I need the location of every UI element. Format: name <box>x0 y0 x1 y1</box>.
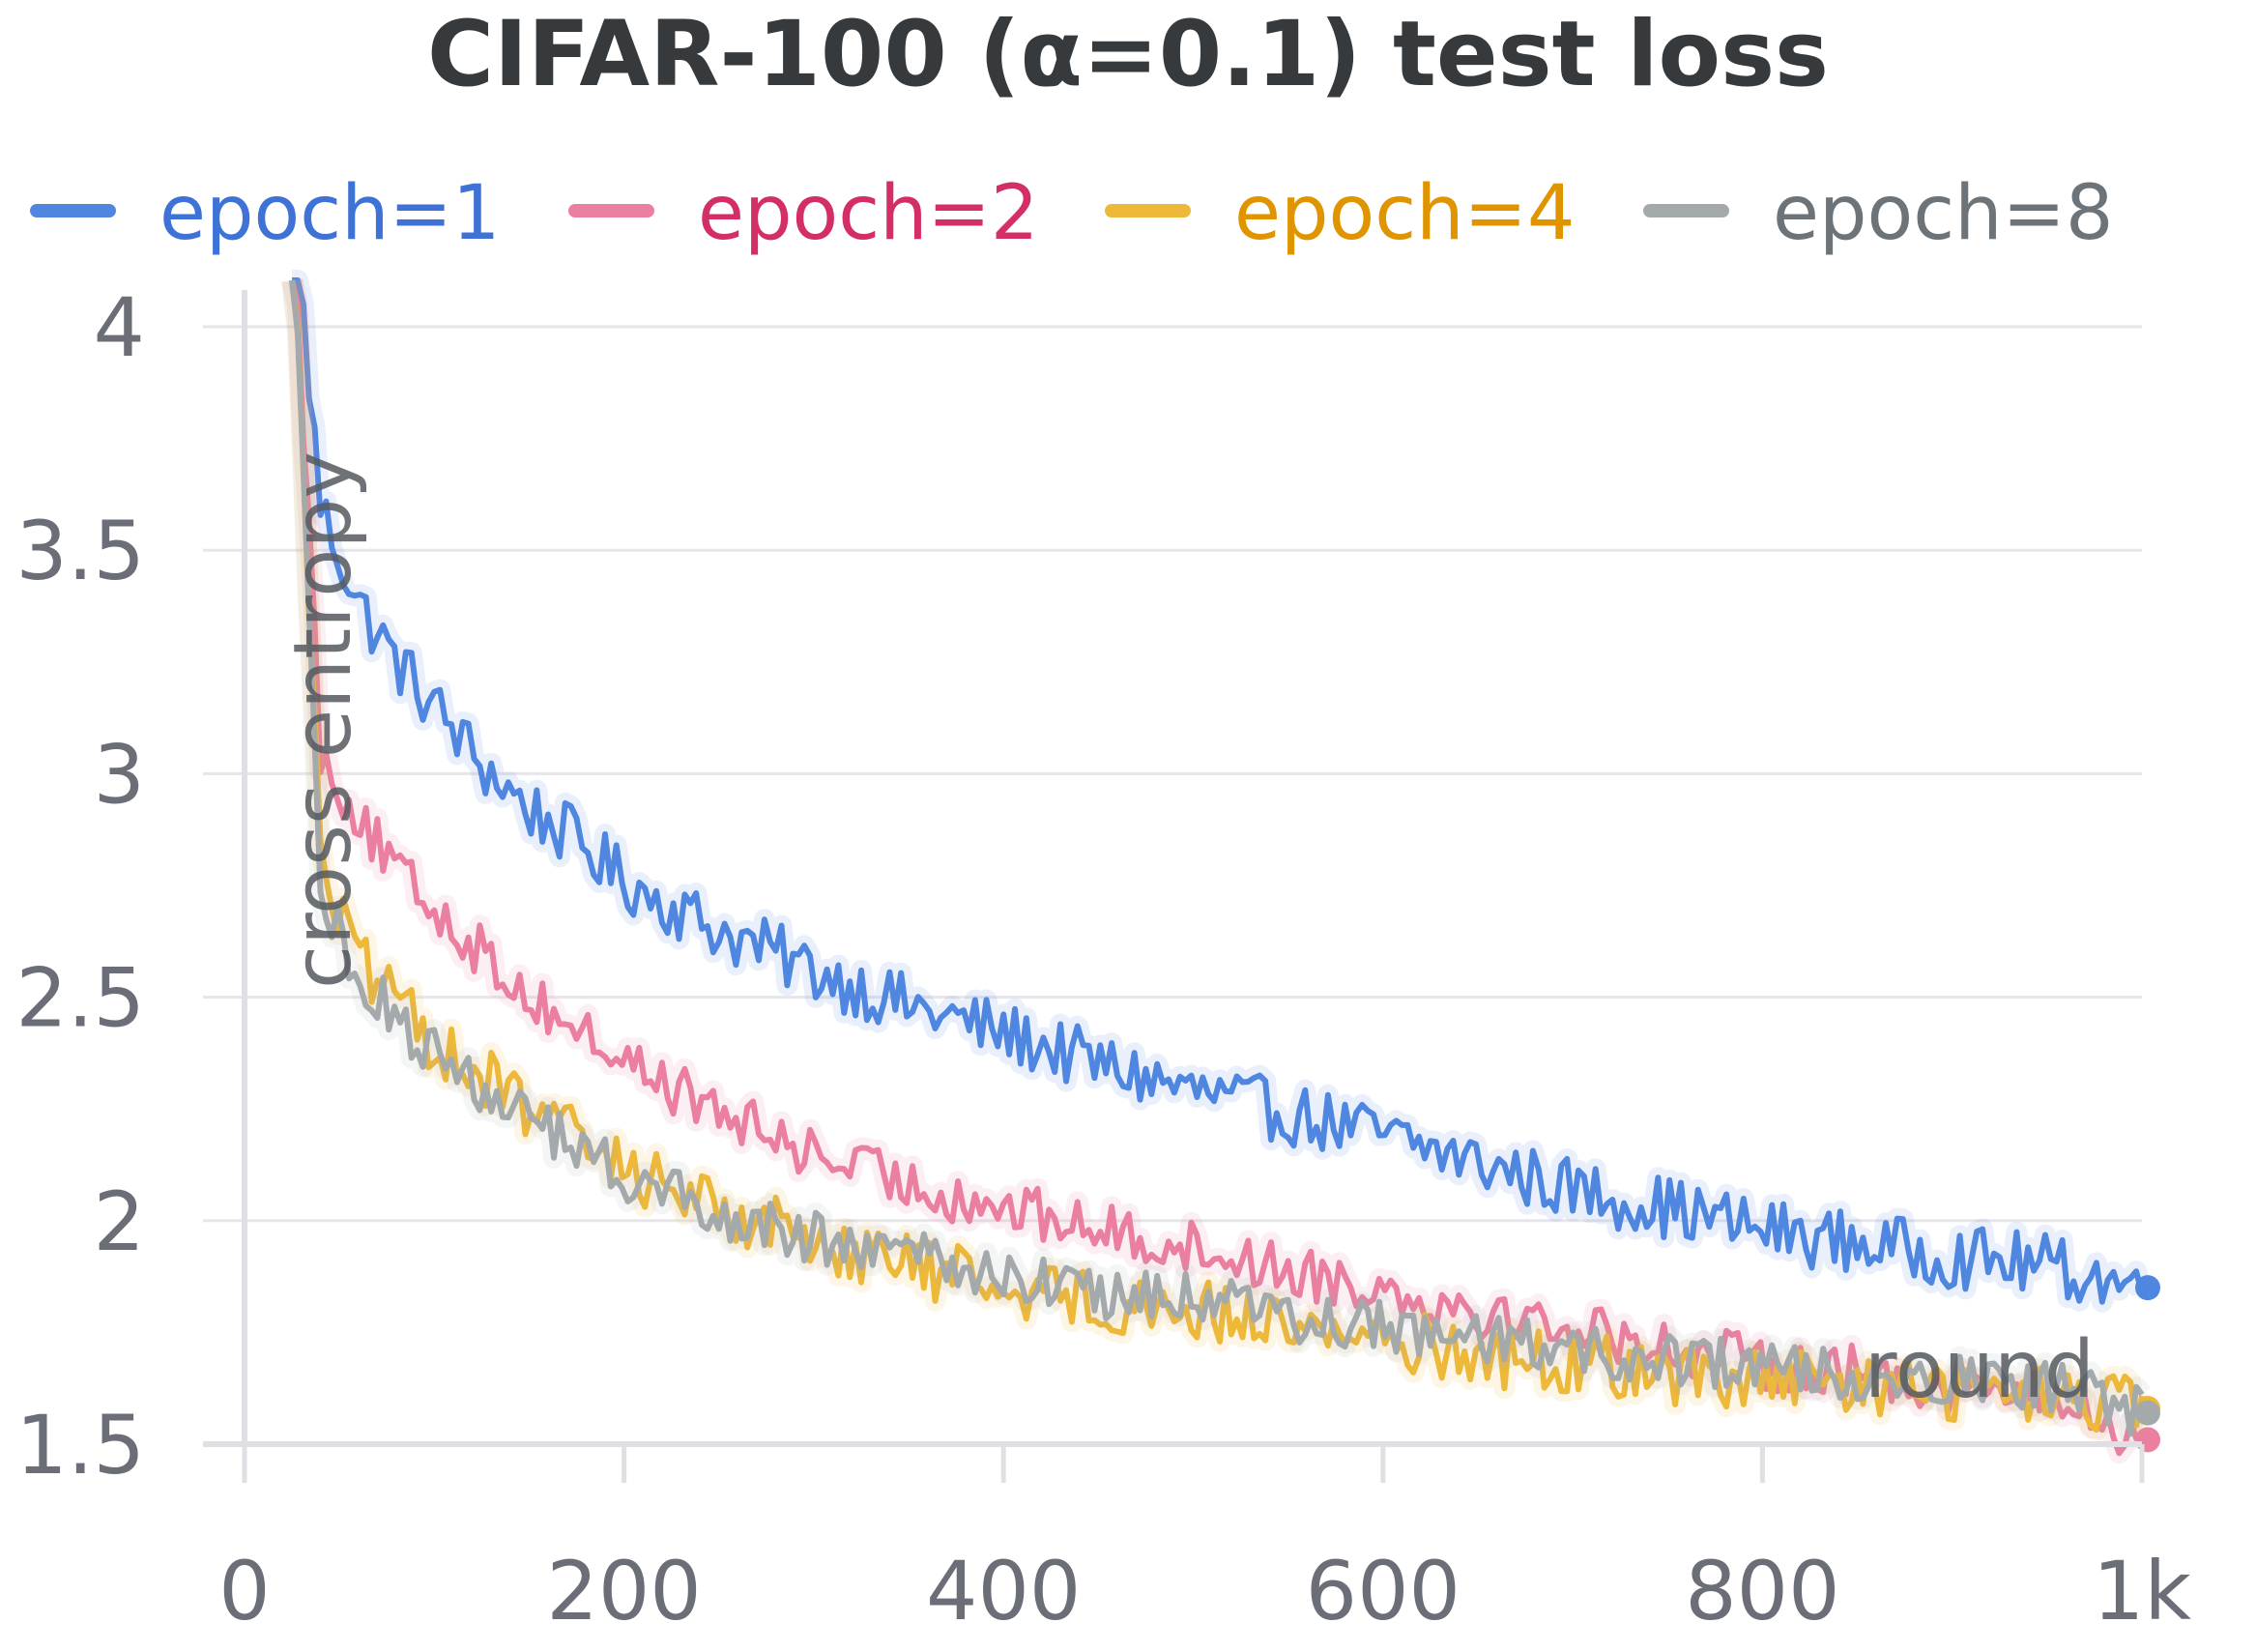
legend: epoch=1 epoch=2 epoch=4 epoch=8 <box>30 170 2114 257</box>
y-tick-label: 4 <box>94 280 145 375</box>
x-tick-label: 0 <box>218 1544 270 1638</box>
legend-label-epoch=4: epoch=4 <box>1234 170 1576 257</box>
legend-label-epoch=1: epoch=1 <box>159 170 501 257</box>
series-line-epoch=8 <box>289 279 2145 1437</box>
tick-labels: 4 3.5 3 2.5 2 1.5 0 200 400 600 800 1k <box>15 280 2191 1638</box>
y-tick-label: 2.5 <box>15 951 145 1046</box>
x-tick-label: 1k <box>2093 1544 2191 1638</box>
grid <box>203 325 2142 1223</box>
chart-title: CIFAR-100 (α=0.1) test loss <box>427 2 1829 107</box>
y-tick-label: 3.5 <box>15 504 145 598</box>
series-line-epoch=2 <box>289 279 2143 1457</box>
axes <box>203 290 2145 1483</box>
series-line-epoch=1 <box>292 277 2145 1305</box>
series-layer <box>281 270 2160 1464</box>
y-axis-label: cross entropy <box>277 451 369 989</box>
y-tick-label: 3 <box>94 727 145 822</box>
x-tick-label: 400 <box>926 1544 1081 1638</box>
y-tick-label: 2 <box>94 1174 145 1269</box>
legend-label-epoch=2: epoch=2 <box>698 170 1039 257</box>
y-tick-label: 1.5 <box>15 1398 145 1493</box>
x-tick-label: 800 <box>1685 1544 1839 1638</box>
legend-label-epoch=8: epoch=8 <box>1773 170 2114 257</box>
series-end-marker-epoch=1 <box>2135 1275 2160 1301</box>
x-tick-label: 200 <box>546 1544 701 1638</box>
x-tick-label: 600 <box>1306 1544 1461 1638</box>
series-end-marker-epoch=8 <box>2135 1400 2160 1426</box>
x-axis-label: round <box>1865 1324 2095 1416</box>
